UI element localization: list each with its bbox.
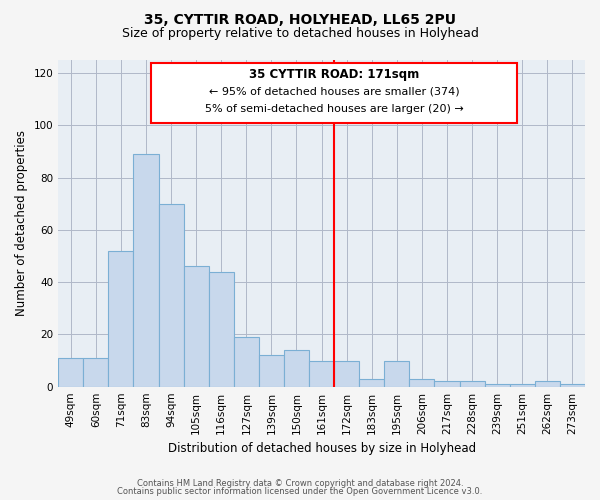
Bar <box>385 360 409 386</box>
Bar <box>83 358 109 386</box>
Bar <box>209 272 234 386</box>
Text: Size of property relative to detached houses in Holyhead: Size of property relative to detached ho… <box>122 28 478 40</box>
Text: Contains public sector information licensed under the Open Government Licence v3: Contains public sector information licen… <box>118 487 482 496</box>
FancyBboxPatch shape <box>151 62 517 122</box>
Bar <box>460 382 485 386</box>
Y-axis label: Number of detached properties: Number of detached properties <box>15 130 28 316</box>
Bar <box>234 337 259 386</box>
Text: ← 95% of detached houses are smaller (374): ← 95% of detached houses are smaller (37… <box>209 86 460 96</box>
X-axis label: Distribution of detached houses by size in Holyhead: Distribution of detached houses by size … <box>167 442 476 455</box>
Bar <box>359 379 385 386</box>
Bar <box>535 382 560 386</box>
Bar <box>284 350 309 387</box>
Bar <box>158 204 184 386</box>
Bar <box>309 360 334 386</box>
Bar <box>133 154 158 386</box>
Bar <box>510 384 535 386</box>
Text: 5% of semi-detached houses are larger (20) →: 5% of semi-detached houses are larger (2… <box>205 104 464 115</box>
Bar <box>409 379 434 386</box>
Text: 35, CYTTIR ROAD, HOLYHEAD, LL65 2PU: 35, CYTTIR ROAD, HOLYHEAD, LL65 2PU <box>144 12 456 26</box>
Text: Contains HM Land Registry data © Crown copyright and database right 2024.: Contains HM Land Registry data © Crown c… <box>137 478 463 488</box>
Bar <box>560 384 585 386</box>
Bar <box>334 360 359 386</box>
Bar <box>184 266 209 386</box>
Bar <box>58 358 83 386</box>
Text: 35 CYTTIR ROAD: 171sqm: 35 CYTTIR ROAD: 171sqm <box>249 68 419 81</box>
Bar <box>434 382 460 386</box>
Bar <box>259 356 284 386</box>
Bar <box>485 384 510 386</box>
Bar <box>109 251 133 386</box>
